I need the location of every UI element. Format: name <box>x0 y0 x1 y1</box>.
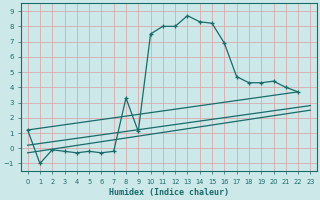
X-axis label: Humidex (Indice chaleur): Humidex (Indice chaleur) <box>109 188 229 197</box>
